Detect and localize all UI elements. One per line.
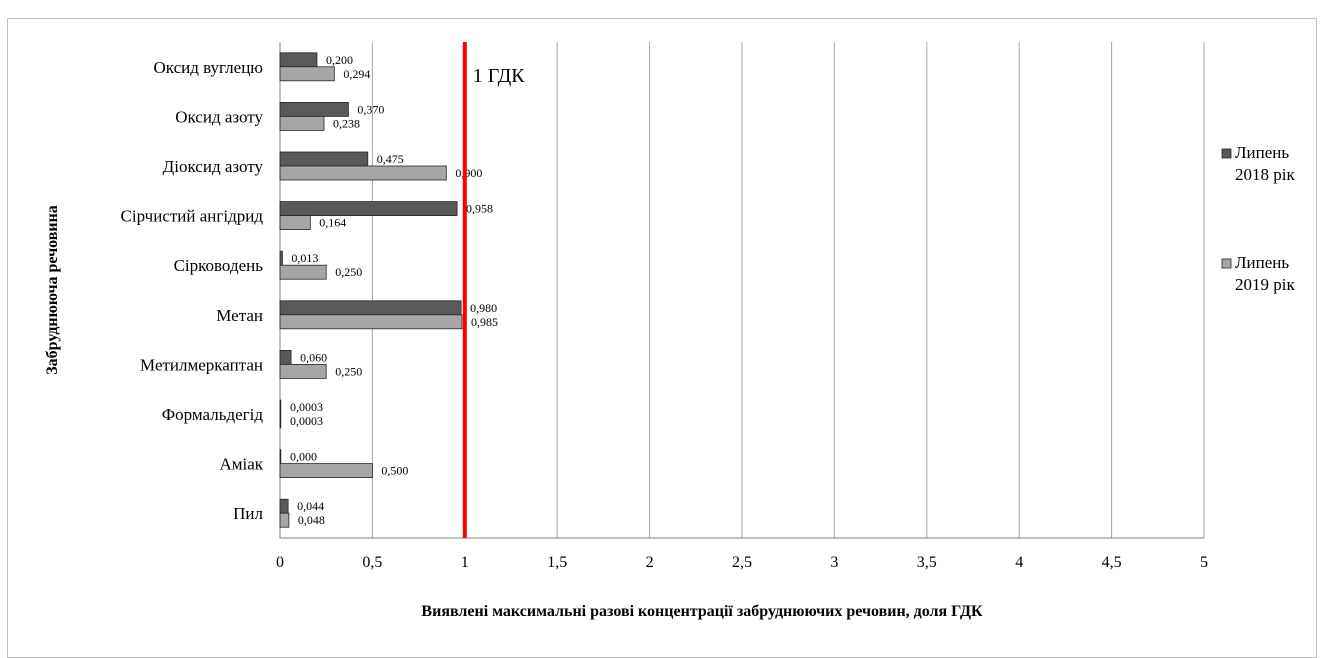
x-axis-title: Виявлені максимальні разові концентрації… [421,603,983,620]
bar-s2-5 [279,314,463,330]
value-label-s1-1: 0,370 [357,102,384,116]
category-label-4: Сірководень [174,256,264,275]
category-label-7: Формальдегід [162,405,264,424]
category-label-9: Пил [233,504,263,523]
value-label-s1-9: 0,044 [297,499,324,513]
x-tick-label-4: 2 [646,554,654,571]
bar-s2-7 [279,413,282,429]
value-label-s2-7: 0,0003 [290,414,323,428]
value-label-s2-3: 0,164 [319,216,346,230]
bar-s2-1 [279,116,325,131]
y-axis-title: Забруднююча речовина [44,205,61,375]
bar-s2-0 [279,66,335,82]
category-label-2: Діоксид азоту [163,157,264,176]
category-label-0: Оксид вуглецю [153,58,263,77]
value-label-s1-7: 0,0003 [290,400,323,414]
value-label-s1-4: 0,013 [291,251,318,265]
value-label-s2-9: 0,048 [298,513,325,527]
legend-swatch-2 [1221,258,1232,269]
bar-s2-6 [279,363,327,379]
category-label-3: Сірчистий ангідрид [121,207,264,226]
value-label-s1-0: 0,200 [326,53,353,67]
x-tick-label-5: 2,5 [732,554,752,571]
bar-s2-3 [279,215,311,231]
x-tick-label-8: 4 [1015,554,1023,571]
category-label-8: Аміак [219,455,263,474]
value-label-s1-2: 0,475 [377,152,404,166]
value-label-s2-0: 0,294 [343,67,370,81]
reference-line-label: 1 ГДК [473,65,525,87]
bar-s2-8 [279,463,373,479]
value-label-s2-1: 0,238 [333,116,360,130]
bar-s1-6 [279,349,292,365]
bar-s1-7 [279,399,282,415]
bar-s2-2 [279,165,447,181]
value-label-s2-8: 0,500 [381,464,408,478]
bar-s1-4 [279,250,283,266]
value-label-s2-2: 0,900 [455,166,482,180]
value-label-s1-8: 0,000 [290,450,317,464]
x-tick-label-2: 1 [461,554,469,571]
x-tick-label-9: 4,5 [1102,554,1122,571]
value-label-s1-5: 0,980 [470,301,497,315]
bar-s1-1 [279,102,349,117]
value-label-s2-6: 0,250 [335,364,362,378]
legend-label-2-line2: 2019 рік [1235,275,1295,294]
legend-label-2-line1: Липень [1235,253,1289,272]
x-tick-label-1: 0,5 [362,554,382,571]
legend-label-1-line1: Липень [1235,143,1289,162]
bar-s1-2 [279,151,369,167]
bar-s1-0 [279,52,318,68]
x-tick-label-0: 0 [276,554,284,571]
value-label-s2-4: 0,250 [335,265,362,279]
category-label-1: Оксид азоту [175,107,263,126]
bar-s1-3 [279,201,458,217]
legend-swatch-1 [1221,148,1232,159]
bar-s1-8 [279,449,282,465]
value-label-s1-6: 0,060 [300,350,327,364]
legend-label-1-line2: 2018 рік [1235,165,1295,184]
bar-s1-9 [279,498,289,514]
category-label-6: Метилмеркаптан [140,355,263,374]
bar-s1-5 [279,300,462,316]
x-tick-label-10: 5 [1200,554,1208,571]
category-label-5: Метан [216,306,263,325]
x-tick-label-7: 3,5 [917,554,937,571]
x-tick-label-3: 1,5 [547,554,567,571]
value-label-s2-5: 0,985 [471,315,498,329]
value-label-s1-3: 0,958 [466,202,493,216]
bar-s2-4 [279,264,327,280]
bar-s2-9 [279,512,290,528]
x-tick-label-6: 3 [830,554,838,571]
